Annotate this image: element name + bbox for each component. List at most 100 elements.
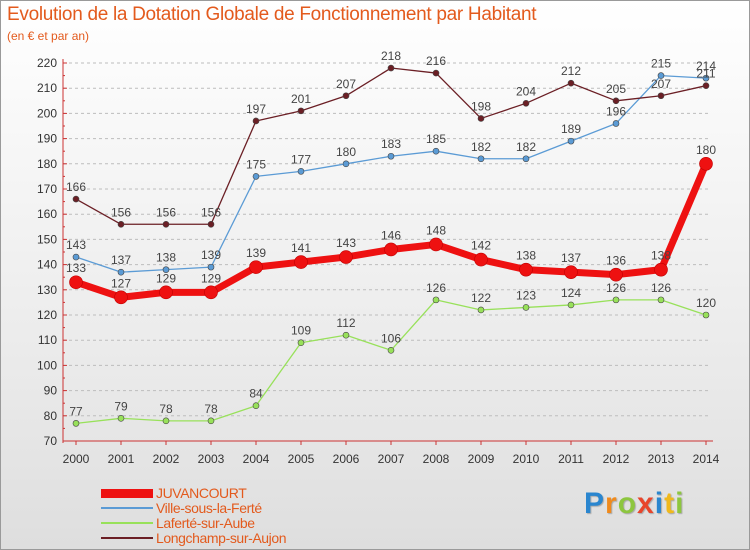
data-point — [474, 252, 488, 267]
x-tick-label: 2010 — [513, 452, 540, 466]
data-label: 183 — [381, 137, 401, 151]
data-point — [72, 420, 80, 427]
data-point — [249, 260, 263, 274]
data-point — [297, 107, 305, 115]
x-tick-label: 2000 — [63, 452, 90, 466]
data-label: 79 — [114, 399, 128, 413]
chart-subtitle: (en € et par an) — [7, 29, 90, 43]
x-tick-label: 2003 — [198, 452, 225, 466]
data-point — [567, 137, 575, 145]
x-tick-label: 2009 — [468, 452, 495, 466]
data-label: 166 — [66, 180, 86, 194]
data-point — [117, 415, 125, 422]
data-point — [522, 155, 530, 163]
y-tick-label: 90 — [44, 384, 58, 398]
data-label: 138 — [516, 249, 536, 263]
data-point — [699, 157, 713, 171]
y-tick-label: 190 — [37, 132, 57, 146]
x-tick-label: 2012 — [603, 452, 630, 466]
data-label: 126 — [651, 281, 671, 295]
data-point — [117, 220, 125, 228]
x-tick-label: 2005 — [288, 452, 315, 466]
data-point — [162, 220, 170, 228]
data-point — [657, 72, 665, 79]
data-label: 180 — [336, 145, 356, 159]
data-label: 148 — [426, 223, 446, 237]
data-label: 120 — [696, 296, 716, 310]
legend-label: Laferté-sur-Aube — [156, 515, 255, 531]
y-tick-label: 160 — [37, 207, 57, 221]
data-point — [612, 97, 620, 105]
data-point — [294, 255, 308, 269]
data-point — [429, 237, 443, 252]
data-point — [522, 100, 530, 107]
data-label: 141 — [291, 241, 311, 255]
data-label: 204 — [516, 84, 536, 98]
data-point — [162, 266, 170, 273]
data-point — [567, 79, 575, 87]
data-label: 78 — [204, 402, 218, 416]
data-point — [522, 304, 530, 311]
data-label: 185 — [426, 132, 446, 146]
logo-letter: i — [675, 487, 685, 520]
legend-label: Ville-sous-la-Ferté — [156, 500, 262, 516]
legend-swatch — [101, 488, 153, 498]
x-tick-label: 2006 — [333, 452, 360, 466]
legend-swatch — [101, 537, 153, 539]
data-label: 126 — [606, 281, 626, 295]
data-point — [162, 417, 170, 425]
data-point — [252, 117, 260, 125]
data-label: 182 — [471, 140, 491, 154]
data-label: 143 — [336, 236, 356, 250]
data-label: 138 — [651, 249, 671, 263]
data-label: 156 — [111, 205, 131, 219]
y-tick-label: 140 — [37, 258, 57, 272]
data-label: 212 — [561, 64, 581, 78]
data-point — [342, 92, 350, 100]
data-point — [519, 262, 533, 277]
data-label: 216 — [426, 54, 446, 68]
data-label: 214 — [696, 59, 716, 73]
y-tick-label: 120 — [37, 308, 57, 322]
data-point — [117, 268, 125, 276]
legend-label: JUVANCOURT — [156, 485, 247, 501]
data-label: 201 — [291, 92, 311, 106]
y-tick-label: 70 — [44, 434, 58, 448]
data-point — [69, 275, 83, 290]
data-point — [432, 69, 440, 77]
data-point — [159, 285, 173, 300]
y-tick-label: 150 — [37, 232, 57, 246]
data-point — [72, 195, 80, 203]
x-tick-label: 2011 — [558, 452, 584, 466]
data-point — [657, 92, 665, 100]
data-label: 137 — [111, 253, 131, 267]
data-label: 156 — [156, 205, 176, 219]
data-point — [702, 82, 710, 89]
data-label: 218 — [381, 49, 401, 63]
x-tick-label: 2014 — [693, 452, 720, 466]
data-point — [477, 155, 485, 163]
data-point — [384, 242, 398, 257]
y-tick-label: 200 — [37, 106, 57, 120]
data-point — [339, 250, 353, 264]
data-label: 207 — [651, 77, 671, 91]
data-point — [612, 120, 620, 127]
data-label: 84 — [249, 387, 263, 401]
x-tick-label: 2004 — [243, 452, 270, 466]
data-point — [387, 152, 395, 160]
data-label: 142 — [471, 239, 491, 253]
data-point — [609, 267, 623, 282]
logo-letter: x — [637, 487, 655, 520]
data-point — [702, 311, 710, 319]
data-label: 197 — [246, 102, 266, 116]
data-label: 143 — [66, 238, 86, 252]
y-tick-label: 130 — [37, 283, 57, 297]
x-tick-label: 2007 — [378, 452, 405, 466]
data-point — [564, 265, 578, 279]
logo-letter: o — [617, 487, 638, 520]
data-point — [432, 147, 440, 155]
data-label: 189 — [561, 122, 581, 136]
data-label: 139 — [246, 246, 266, 260]
data-label: 122 — [471, 291, 491, 305]
